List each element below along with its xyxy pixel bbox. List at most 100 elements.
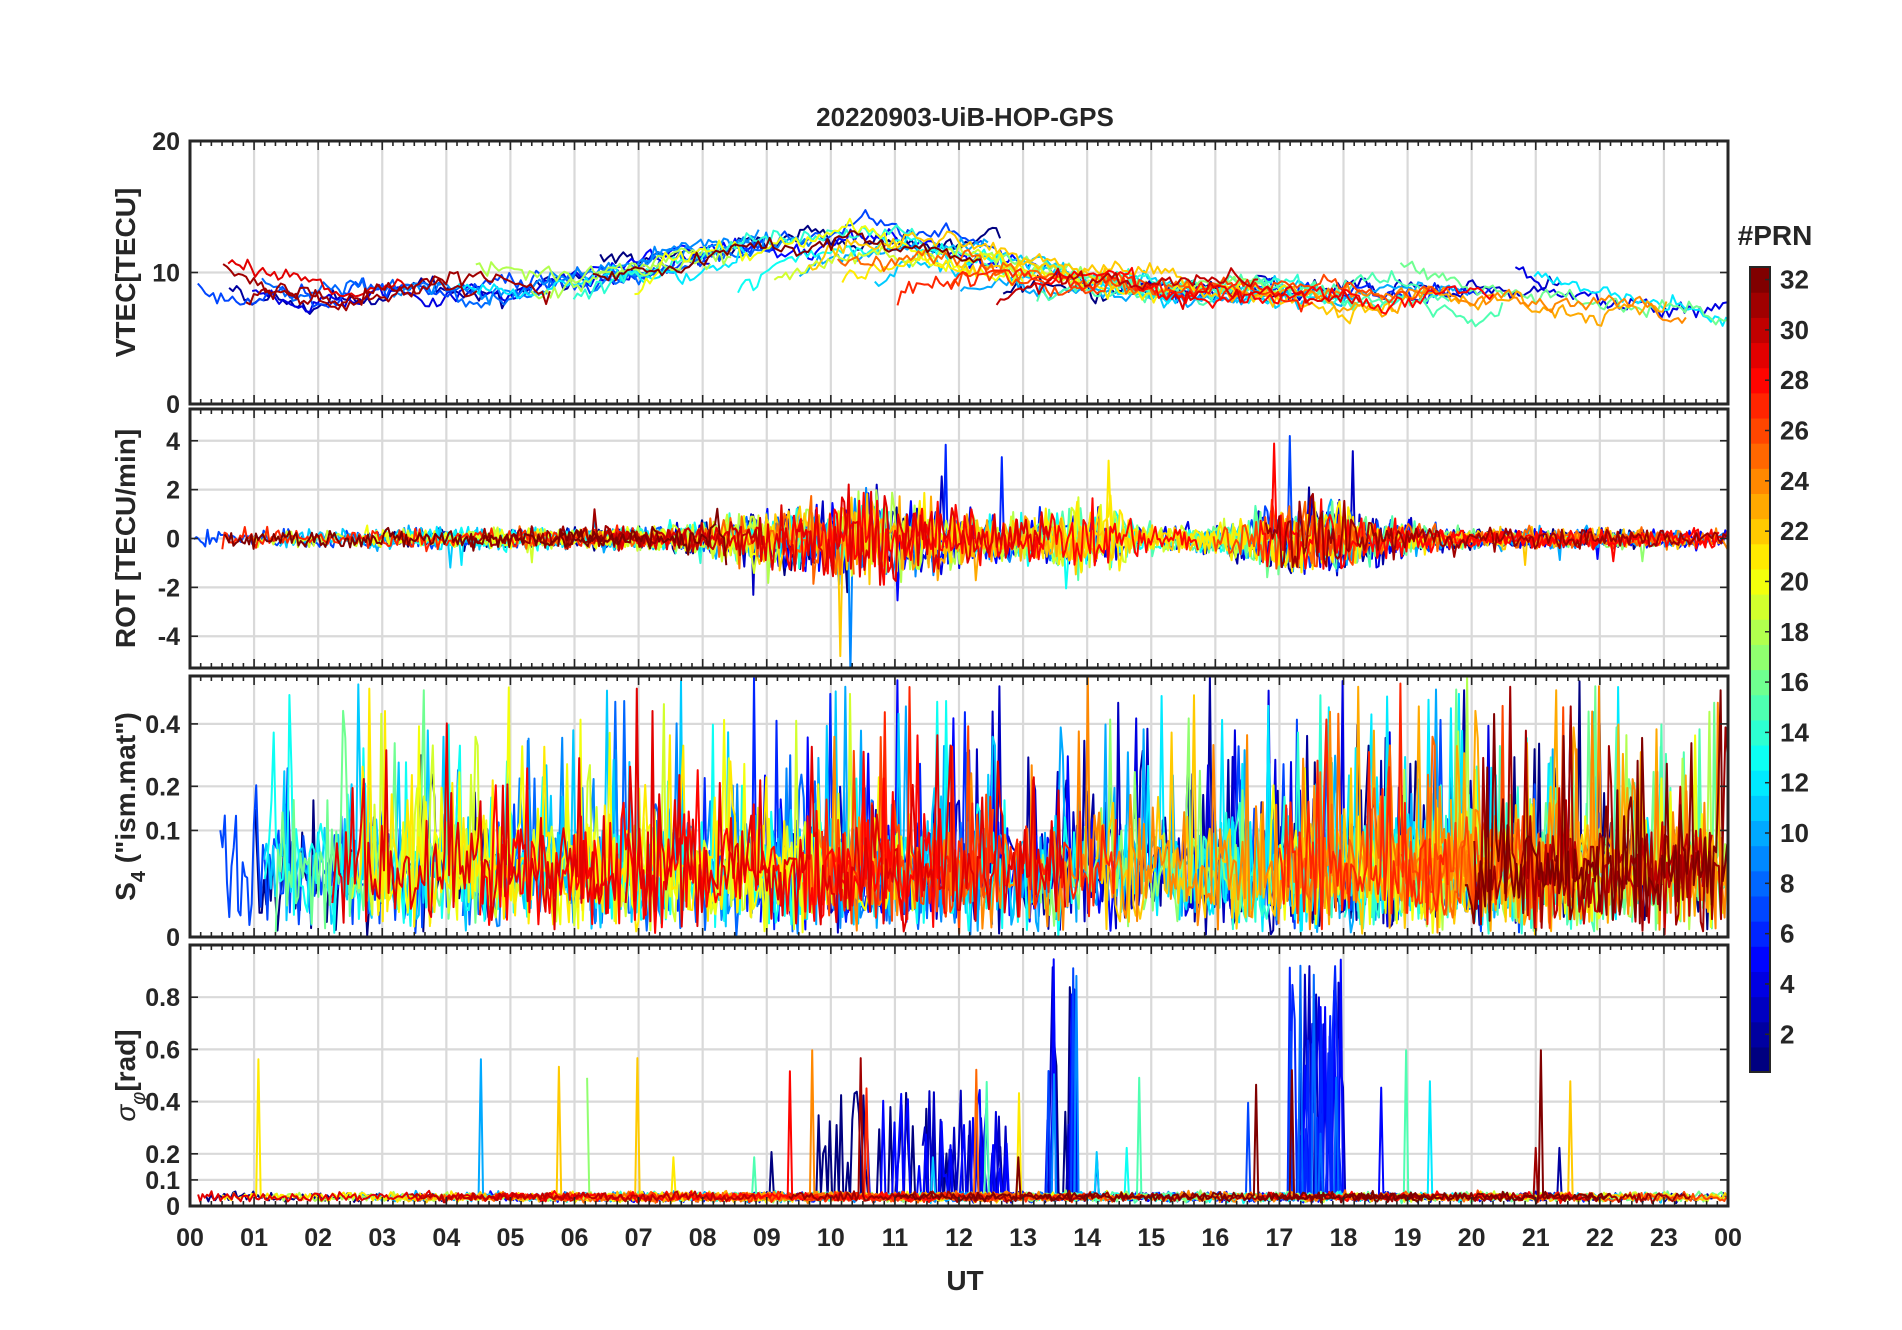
colorbar-cell <box>1750 392 1770 419</box>
x-tick-label: 16 <box>1201 1224 1229 1252</box>
figure-title: 20220903-UiB-HOP-GPS <box>816 102 1114 132</box>
y-axis-label: VTEC[TECU] <box>110 188 141 358</box>
x-tick-label: 09 <box>753 1224 781 1252</box>
axes-frame <box>188 674 1730 939</box>
panel-s4: 0 0.1 0.2 0.4S4 ("ism.mat") <box>110 674 1730 952</box>
series-line-prn-22 <box>740 493 1195 658</box>
colorbar-cell <box>1750 719 1770 746</box>
colorbar-cell <box>1750 1046 1770 1073</box>
y-axis-label: σφ[rad] <box>110 1029 150 1121</box>
colorbar-cell <box>1750 996 1770 1023</box>
axes-frame <box>188 943 1730 1208</box>
y-tick-label: 0.4 <box>145 711 180 739</box>
colorbar-frame <box>1749 266 1771 1073</box>
series-line-prn-32 <box>1464 689 1728 925</box>
colorbar-cell <box>1750 971 1770 998</box>
y-tick-label: 0 <box>166 526 180 554</box>
colorbar-tick-label: 22 <box>1780 516 1809 546</box>
x-tick-label: 05 <box>497 1224 525 1252</box>
x-tick-label: 08 <box>689 1224 717 1252</box>
series-line-prn-29 <box>1170 281 1361 310</box>
series-line-prn-28 <box>1035 266 1495 315</box>
y-tick-label: 0.6 <box>145 1036 180 1064</box>
series-line-prn-16 <box>1399 260 1728 326</box>
colorbar-cell <box>1750 468 1770 495</box>
y-tick-label: 20 <box>152 128 180 156</box>
colorbar-tick-label: 6 <box>1780 919 1794 949</box>
x-tick-label: 07 <box>625 1224 653 1252</box>
x-tick-label: 15 <box>1137 1224 1165 1252</box>
series-line-prn-32 <box>1282 1049 1611 1205</box>
x-tick-label: 18 <box>1330 1224 1358 1252</box>
colorbar-cell <box>1750 870 1770 897</box>
colorbar-cell <box>1750 543 1770 570</box>
series-line-prn-32 <box>223 526 605 552</box>
colorbar-cell <box>1750 669 1770 696</box>
series-line-prn-24 <box>1292 283 1687 324</box>
series-line-prn-29 <box>624 687 1067 933</box>
x-tick-label: 04 <box>432 1224 460 1252</box>
series-line-prn-32 <box>592 230 982 282</box>
y-tick-label: 0 <box>166 924 180 952</box>
colorbar-cell <box>1750 820 1770 847</box>
y-tick-label: 4 <box>166 428 180 456</box>
series-line-prn-20 <box>634 217 1024 296</box>
colorbar-cell <box>1750 493 1770 520</box>
colorbar-cell <box>1750 744 1770 771</box>
series-group <box>197 209 1728 328</box>
series-line-prn-28 <box>493 1070 942 1204</box>
x-tick-label: 10 <box>817 1224 845 1252</box>
panel-sigma-phi: 00.10.2 0.4 0.6 0.8 σφ[rad] <box>110 943 1730 1221</box>
colorbar-tick-label: 24 <box>1780 466 1809 496</box>
colorbar-cell <box>1750 921 1770 947</box>
y-tick-label: 0.2 <box>145 773 180 801</box>
colorbar-cell <box>1750 594 1770 620</box>
x-tick-label: 21 <box>1522 1224 1550 1252</box>
y-tick-label: 0.1 <box>145 1167 180 1195</box>
series-line-prn-12 <box>1533 271 1728 327</box>
colorbar-cell <box>1750 795 1770 822</box>
x-tick-label: 19 <box>1394 1224 1422 1252</box>
colorbar-tick-label: 20 <box>1780 566 1809 596</box>
series-line-prn-19 <box>773 243 1091 287</box>
x-tick-label: 22 <box>1586 1224 1614 1252</box>
series-line-prn-29 <box>331 722 619 931</box>
colorbar-tick-label: 2 <box>1780 1019 1794 1049</box>
series-line-prn-28 <box>479 734 947 934</box>
x-tick-label: 03 <box>368 1224 396 1252</box>
colorbar-tick-label: 28 <box>1780 365 1809 395</box>
series-line-prn-29 <box>612 483 1052 586</box>
colorbar-cell <box>1750 895 1770 922</box>
y-tick-label: 0.4 <box>145 1089 180 1117</box>
colorbar-cell <box>1750 1021 1770 1048</box>
y-tick-label: 0.8 <box>145 984 180 1012</box>
colorbar-cell <box>1750 770 1770 796</box>
y-tick-label: 0 <box>166 391 180 419</box>
colorbar-tick-label: 4 <box>1780 969 1795 999</box>
colorbar-cell <box>1750 845 1770 872</box>
series-line-prn-25 <box>836 247 1193 296</box>
y-tick-label: -4 <box>158 623 180 651</box>
colorbar-tick-label: 14 <box>1780 717 1809 747</box>
series-line-prn-31 <box>222 263 478 312</box>
series-group <box>219 676 1728 937</box>
colorbar-cell <box>1750 443 1770 469</box>
x-tick-label: 12 <box>945 1224 973 1252</box>
series-group <box>197 958 1728 1205</box>
panel-vtec: 0 10 20 VTEC[TECU] <box>110 128 1730 419</box>
series-line-prn-31 <box>1351 1146 1692 1205</box>
x-tick-label: 06 <box>561 1224 589 1252</box>
colorbar-tick-label: 8 <box>1780 868 1794 898</box>
x-tick-label: 02 <box>304 1224 332 1252</box>
x-tick-label: 20 <box>1458 1224 1486 1252</box>
series-line-prn-27 <box>1278 682 1449 931</box>
x-tick-label: 14 <box>1073 1224 1101 1252</box>
x-tick-label: 00 <box>176 1224 204 1252</box>
y-axis-label: ROT [TECU/min] <box>110 429 141 648</box>
colorbar-cell <box>1750 417 1770 444</box>
series-line-prn-31 <box>1264 492 1728 569</box>
colorbar-cell <box>1750 367 1770 394</box>
colorbar-cell <box>1750 946 1770 972</box>
colorbar-tick-label: 18 <box>1780 617 1809 647</box>
